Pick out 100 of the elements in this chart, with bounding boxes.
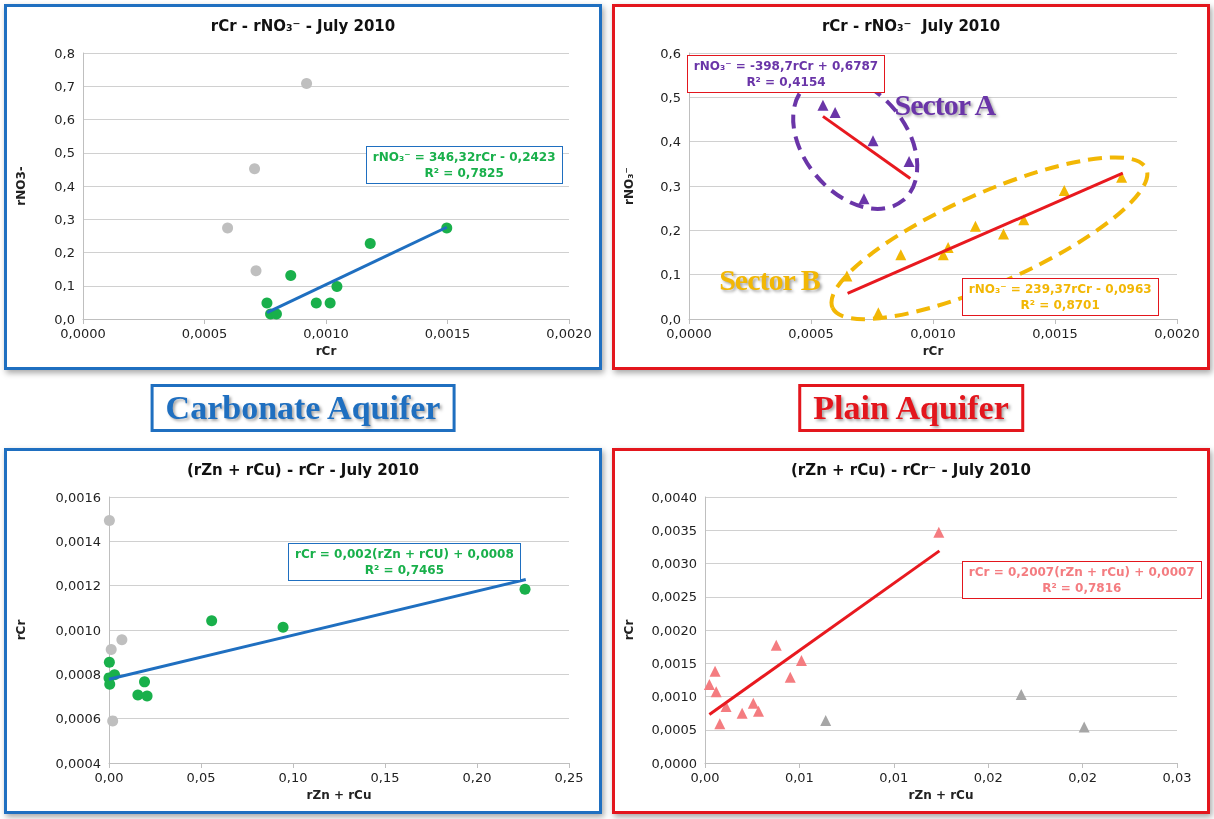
- series-label: Sector A: [894, 88, 996, 123]
- y-tick-label: 0,0020: [651, 622, 697, 638]
- y-tick-label: 0,0005: [651, 722, 697, 738]
- annotation: rCr = 0,002(rZn + rCU) + 0,0008 R² = 0,7465: [288, 542, 521, 581]
- point: [817, 99, 829, 111]
- point: [519, 583, 531, 595]
- y-axis-title: rNO₃⁻: [622, 167, 636, 205]
- x-tick-label: 0,0020: [1154, 326, 1200, 341]
- point: [141, 690, 153, 702]
- point: [277, 621, 289, 633]
- point: [249, 163, 261, 175]
- y-tick-label: 0,0014: [55, 533, 101, 549]
- point: [222, 222, 234, 234]
- y-axis-title: rCr: [622, 619, 636, 641]
- x-tick-label: 0,25: [554, 770, 584, 785]
- annotation: rNO₃⁻ = 346,32rCr - 0,2423 R² = 0,7825: [365, 146, 563, 185]
- point: [107, 715, 119, 727]
- x-tick-label: 0,02: [1068, 770, 1098, 785]
- point: [1078, 721, 1090, 733]
- point: [116, 634, 128, 646]
- point: [903, 156, 915, 168]
- x-tick-label: 0,0015: [1032, 326, 1078, 341]
- point: [820, 714, 832, 726]
- point: [324, 297, 336, 309]
- point: [710, 686, 722, 698]
- point: [933, 526, 945, 538]
- point: [103, 656, 115, 668]
- chart-title: (rZn + rCu) - rCr - July 2010: [186, 460, 420, 479]
- x-tick-label: 0,05: [186, 770, 216, 785]
- point: [736, 707, 748, 719]
- text: Carbonate Aquifer: [150, 384, 456, 432]
- y-tick-label: 0,3: [660, 178, 681, 194]
- point: [747, 697, 759, 709]
- annotation: rNO₃⁻ = 239,37rCr - 0,0963 R² = 0,8701: [961, 277, 1159, 316]
- point: [331, 280, 343, 292]
- point: [103, 515, 115, 526]
- y-tick-label: 0,0030: [651, 556, 697, 571]
- y-tick-label: 0,6: [660, 45, 681, 61]
- x-axis-title: rZn + rCu: [908, 787, 974, 802]
- point: [829, 106, 841, 118]
- point: [867, 135, 879, 147]
- point: [1015, 689, 1027, 701]
- y-tick-label: 0,0: [660, 311, 681, 327]
- annotation: rNO₃⁻ = -398,7rCr + 0,6787 R² = 0,4154: [686, 54, 886, 93]
- y-axis-title: rCr: [14, 619, 28, 641]
- point: [784, 671, 796, 683]
- x-tick-label: 0,03: [1162, 770, 1192, 785]
- x-tick-label: 0,0010: [910, 326, 956, 341]
- point: [261, 297, 273, 309]
- y-tick-label: 0,0006: [55, 711, 101, 727]
- point: [795, 655, 807, 667]
- y-tick-label: 0,3: [54, 211, 75, 227]
- x-tick-label: 0,0005: [788, 326, 834, 341]
- y-tick-label: 0,0000: [651, 755, 697, 771]
- chart-title: rCr - rNO₃⁻ July 2010: [821, 16, 1001, 35]
- point: [364, 238, 376, 250]
- y-tick-label: 0,0040: [651, 489, 697, 505]
- point: [139, 676, 151, 688]
- annotation: rCr = 0,2007(rZn + rCu) + 0,0007 R² = 0,7816: [961, 560, 1202, 599]
- x-tick-label: 0,01: [784, 770, 814, 785]
- point: [969, 220, 981, 232]
- y-tick-label: 0,0015: [651, 655, 697, 671]
- chart-title: (rZn + rCu) - rCr⁻ - July 2010: [791, 460, 1031, 479]
- y-tick-label: 0,4: [660, 134, 681, 150]
- point: [858, 193, 870, 205]
- y-tick-label: 0,0008: [55, 666, 101, 682]
- x-tick-label: 0,00: [94, 770, 124, 785]
- y-tick-label: 0,4: [54, 178, 75, 194]
- x-axis-title: rCr: [315, 343, 337, 358]
- x-tick-label: 0,15: [370, 770, 400, 785]
- y-tick-label: 0,6: [54, 112, 75, 127]
- x-tick-label: 0,0010: [303, 326, 349, 341]
- point: [1058, 184, 1070, 196]
- x-tick-label: 0,10: [278, 770, 308, 785]
- x-tick-label: 0,0005: [181, 326, 228, 341]
- y-tick-label: 0,0025: [651, 589, 697, 605]
- x-axis-title: rZn + rCu: [306, 787, 372, 802]
- x-tick-label: 0,20: [462, 770, 492, 785]
- x-tick-label: 0,0020: [546, 326, 592, 341]
- x-tick-label: 0,01: [879, 770, 909, 785]
- point: [714, 718, 726, 730]
- y-axis-title: rNO3-: [14, 166, 28, 206]
- x-tick-label: 0,0015: [424, 326, 471, 341]
- point: [998, 228, 1010, 240]
- y-tick-label: 0,0010: [651, 689, 697, 704]
- y-tick-label: 0,5: [660, 89, 681, 105]
- x-tick-label: 0,00: [690, 770, 720, 785]
- point: [703, 679, 715, 691]
- x-axis-title: rCr: [922, 343, 944, 358]
- point: [250, 265, 262, 277]
- y-tick-label: 0,0012: [55, 578, 101, 594]
- y-tick-label: 0,7: [54, 78, 75, 94]
- y-tick-label: 0,0010: [55, 622, 101, 638]
- point: [895, 249, 907, 261]
- point: [132, 689, 144, 701]
- point: [301, 78, 313, 90]
- y-tick-label: 0,8: [54, 45, 75, 61]
- y-tick-label: 0,0: [54, 311, 75, 327]
- point: [310, 297, 322, 309]
- y-tick-label: 0,1: [660, 267, 681, 283]
